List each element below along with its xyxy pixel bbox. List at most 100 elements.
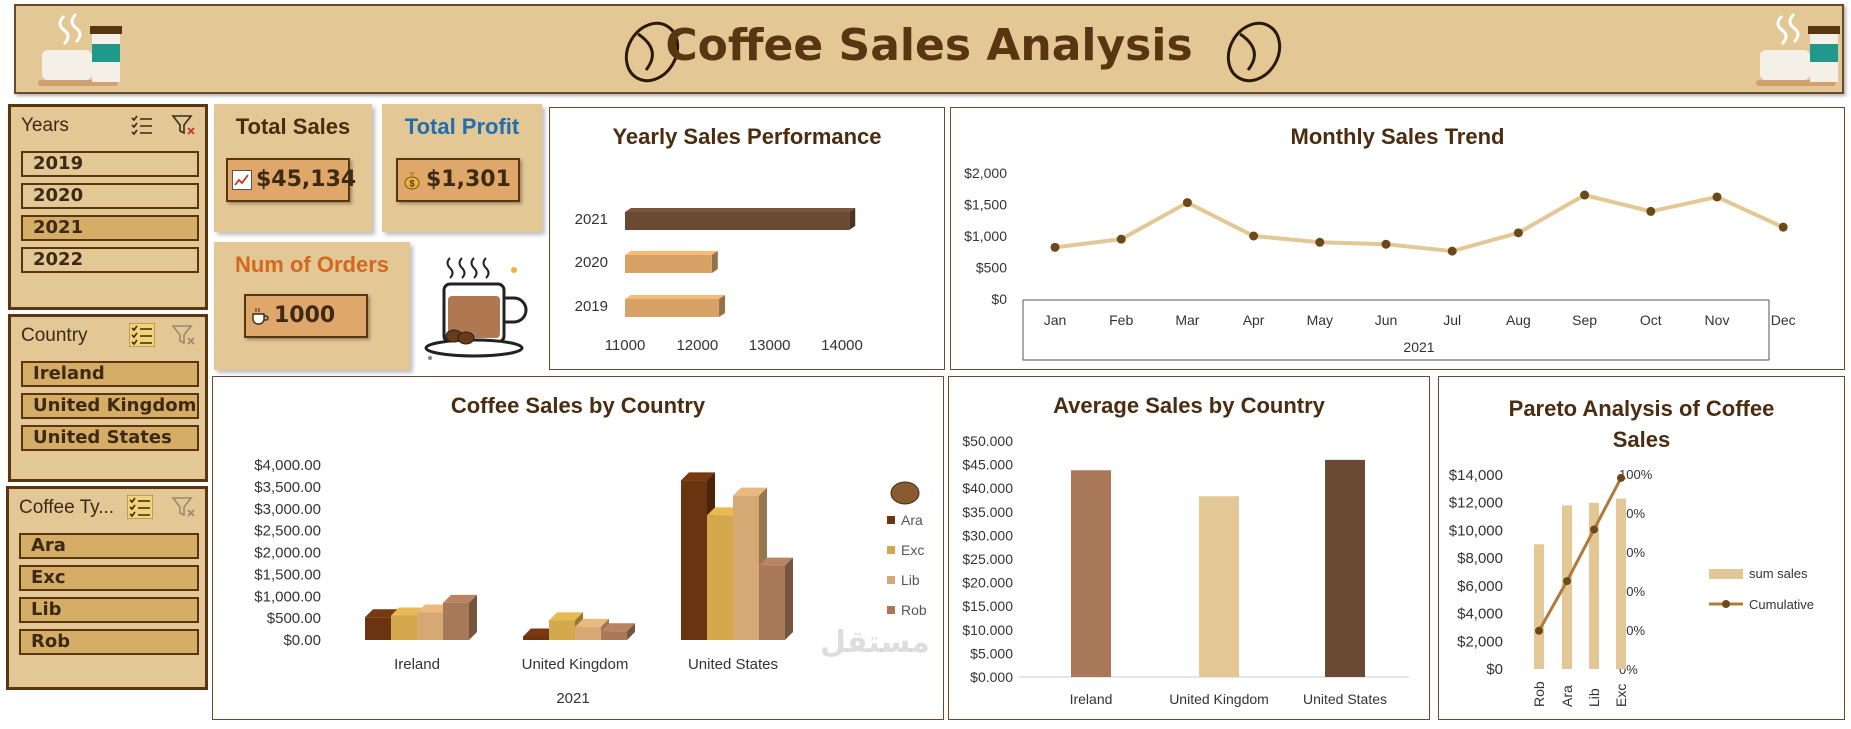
chart-monthly-sales: $0 $500 $1,000 $1,500 $2,000 Jan Feb Mar Apr May J… xyxy=(964,165,1796,361)
slicer-item-united-states[interactable]: United States xyxy=(21,425,199,451)
slicer-item-2021[interactable]: 2021 xyxy=(21,215,199,241)
y-tick-label: $15.000 xyxy=(962,598,1013,614)
y-tick-label: $3,000.00 xyxy=(254,501,321,518)
bar xyxy=(625,299,720,317)
bar-top xyxy=(759,557,793,566)
x-tick-label: Feb xyxy=(1109,312,1133,328)
slicer-item-2019[interactable]: 2019 xyxy=(21,151,199,177)
dashboard-title: Coffee Sales Analysis xyxy=(665,20,1193,71)
x-tick-label: Sep xyxy=(1572,312,1597,328)
coffee-cup-icon xyxy=(252,308,269,325)
y-tick-label: $25.000 xyxy=(962,551,1013,567)
bar-side xyxy=(785,557,793,640)
y-tick-label: $2,000 xyxy=(1457,633,1503,650)
panel-pareto: Pareto Analysis of Coffee Sales $0 $2,000… xyxy=(1438,376,1845,720)
x-tick-label: Aug xyxy=(1506,312,1531,328)
y-tick-label: $5.000 xyxy=(970,645,1013,661)
coffee-mug-illustration-icon xyxy=(424,257,528,360)
x-tick-label: 14000 xyxy=(821,337,863,354)
data-point xyxy=(1712,192,1722,202)
chart-pareto-title: Pareto Analysis of Coffee Sales xyxy=(1508,396,1775,452)
kpi-num-orders-value: 1000 xyxy=(274,303,336,328)
y-tick-label: $1,000.00 xyxy=(254,588,321,605)
kpi-total-profit-value-box: $ $1,301 xyxy=(396,158,520,202)
data-point xyxy=(1513,228,1523,238)
series-line xyxy=(1054,192,1785,254)
kpi-total-sales: Total Sales $45,134 xyxy=(214,104,372,232)
x-tick-label: Mar xyxy=(1175,312,1199,328)
slicer-item-2022[interactable]: 2022 xyxy=(21,247,199,273)
legend-swatch xyxy=(1709,569,1743,579)
bar-top xyxy=(417,604,451,613)
y-tick-label: $50.000 xyxy=(962,433,1013,449)
bar xyxy=(575,626,601,640)
data-point xyxy=(1580,190,1590,200)
chart-sales-by-country: $0.00 $500.00 $1,000.00 $1,500.00 $2,000.00 $… xyxy=(254,457,927,707)
panel-sales-by-country: Coffee Sales by Country $0.00 $500.00 $1,0… xyxy=(212,376,944,720)
legend-swatch xyxy=(887,606,895,614)
clear-filter-icon[interactable] xyxy=(171,495,197,519)
x-tick-label: Lib xyxy=(1586,688,1602,707)
y-tick-label: $40.000 xyxy=(962,480,1013,496)
x-tick-label: Jan xyxy=(1044,312,1067,328)
slicer-item-2020[interactable]: 2020 xyxy=(21,183,199,209)
bar-top xyxy=(523,628,557,637)
line-chart-icon xyxy=(232,170,252,190)
x-tick-label: United Kingdom xyxy=(522,656,629,673)
bar-top xyxy=(391,607,425,616)
y2-tick-label: 100% xyxy=(1619,467,1653,482)
slicer-item-rob[interactable]: Rob xyxy=(19,629,199,655)
bar-side xyxy=(469,594,477,640)
data-point xyxy=(1535,626,1543,635)
kpi-total-sales-value-box: $45,134 xyxy=(226,158,356,202)
multi-select-icon[interactable] xyxy=(129,323,155,347)
bar-top xyxy=(681,472,715,481)
x-tick-label: Ireland xyxy=(394,656,440,673)
x-tick-label: Oct xyxy=(1640,312,1662,328)
y-tick-label: $500 xyxy=(976,260,1007,276)
bar-top xyxy=(625,295,726,299)
kpi-total-profit-value: $1,301 xyxy=(426,167,511,192)
bar-top xyxy=(625,251,718,255)
y-tick-label: $8,000 xyxy=(1457,550,1503,567)
slicer-item-ireland[interactable]: Ireland xyxy=(21,361,199,387)
bar xyxy=(1562,505,1572,669)
y-tick-label: $4,000.00 xyxy=(254,457,321,474)
bar-top xyxy=(601,623,635,632)
kpi-num-orders-value-box: 1000 xyxy=(244,294,368,338)
slicer-item-exc[interactable]: Exc xyxy=(19,565,199,591)
kpi-total-sales-title: Total Sales xyxy=(235,114,351,139)
x-tick-label: United Kingdom xyxy=(1169,691,1269,707)
slicer-item-united-kingdom[interactable]: United Kingdom xyxy=(21,393,199,419)
data-point xyxy=(1315,237,1325,247)
x-tick-label: 12000 xyxy=(676,337,718,354)
x-tick-label: Ara xyxy=(1559,685,1575,707)
chart-yearly-sales: 11000 12000 13000 14000 2021 2020 2019 xyxy=(575,208,863,354)
chart-monthly-title: Monthly Sales Trend xyxy=(1290,124,1505,149)
multi-select-icon[interactable] xyxy=(127,495,153,519)
slicer-item-lib[interactable]: Lib xyxy=(19,597,199,623)
y-tick-label: $35.000 xyxy=(962,504,1013,520)
bar xyxy=(549,620,575,640)
bar xyxy=(1199,496,1239,677)
panel-yearly-sales: Yearly Sales Performance 11000 12000 13000… xyxy=(549,107,945,370)
bar xyxy=(681,480,707,640)
x-tick-label: Exc xyxy=(1613,684,1629,707)
header-banner: Coffee Sales Analysis xyxy=(14,4,1844,94)
clear-filter-icon[interactable] xyxy=(171,113,197,137)
data-point xyxy=(1447,246,1457,256)
multi-select-icon[interactable] xyxy=(129,113,155,137)
slicer-item-ara[interactable]: Ara xyxy=(19,533,199,559)
x-tick-label: Jul xyxy=(1443,312,1461,328)
bar xyxy=(1071,470,1111,677)
x-tick-label: United States xyxy=(688,656,778,673)
y-tick-label: $14,000 xyxy=(1449,467,1503,484)
y-tick-label: $500.00 xyxy=(267,610,321,627)
y-tick-label: $20.000 xyxy=(962,575,1013,591)
clear-filter-icon[interactable] xyxy=(171,323,197,347)
legend-marker xyxy=(1722,600,1730,608)
bar xyxy=(733,495,759,640)
y-tick-label: $0 xyxy=(1486,661,1503,678)
slicer-country: Country Ireland United Kingdom United St… xyxy=(8,314,208,482)
y-tick-label: 2021 xyxy=(575,211,608,228)
